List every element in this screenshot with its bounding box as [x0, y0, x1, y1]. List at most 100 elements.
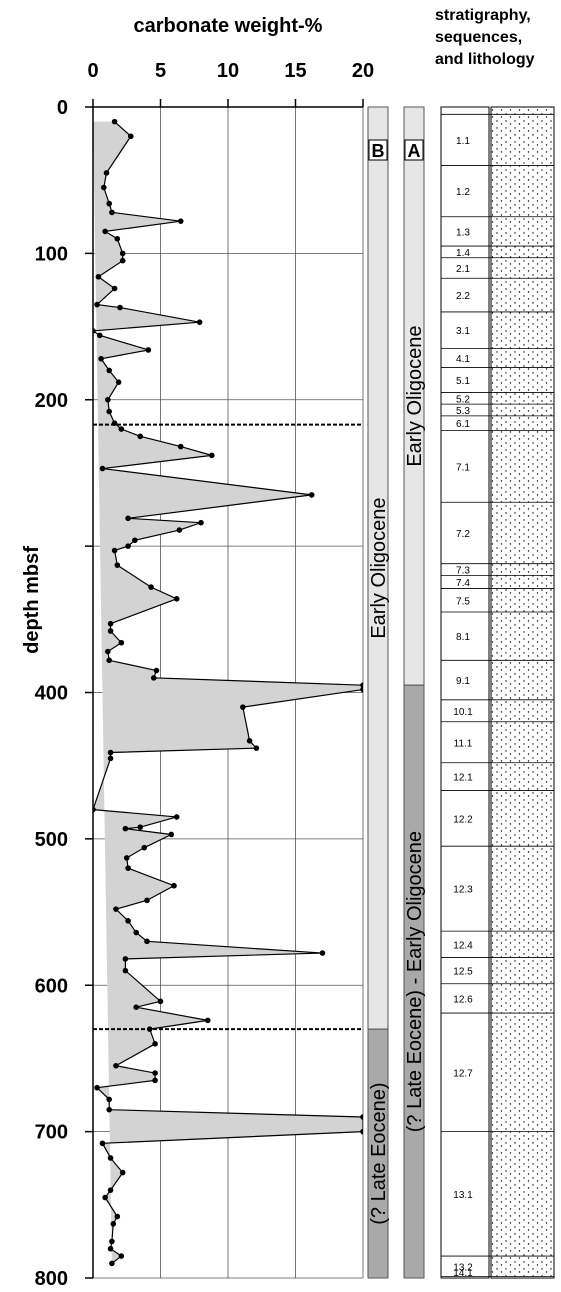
data-point — [104, 170, 110, 176]
y-tick-label: 200 — [35, 390, 68, 412]
data-point — [119, 426, 125, 432]
data-point — [108, 1187, 114, 1193]
data-point — [112, 286, 118, 292]
data-point — [152, 1078, 158, 1084]
data-point — [106, 1107, 112, 1113]
x-tick-label: 20 — [352, 60, 374, 82]
data-point — [94, 302, 100, 308]
sequence-label: 9.1 — [456, 676, 470, 687]
y-tick-label: 500 — [35, 829, 68, 851]
data-point — [132, 537, 138, 543]
data-point — [123, 956, 129, 962]
data-point — [360, 1114, 366, 1120]
sequence-label: 12.3 — [453, 885, 473, 896]
data-point — [177, 527, 183, 533]
chart-title: carbonate weight-% — [134, 15, 323, 37]
y-tick-label: 100 — [35, 243, 68, 265]
data-point — [320, 950, 326, 956]
y-tick-label: 0 — [57, 97, 68, 119]
sequence-label: 2.1 — [456, 264, 470, 275]
sequence-label: 10.1 — [453, 707, 473, 718]
data-point — [109, 210, 115, 216]
data-point — [108, 1155, 114, 1161]
sequence-label: 12.7 — [453, 1068, 473, 1079]
sequence-label: 2.2 — [456, 291, 470, 302]
data-point — [117, 305, 123, 311]
sequence-label: 12.6 — [453, 994, 473, 1005]
data-point — [142, 845, 148, 851]
data-point — [100, 1141, 106, 1147]
data-point — [174, 814, 180, 820]
data-point — [119, 640, 125, 646]
data-point — [115, 236, 121, 242]
data-point — [158, 999, 164, 1005]
y-tick-label: 400 — [35, 683, 68, 705]
data-point — [100, 466, 106, 472]
sequence-column — [441, 107, 489, 1278]
data-point — [115, 1214, 121, 1220]
data-point — [106, 657, 112, 663]
data-point — [148, 584, 154, 590]
data-point — [125, 543, 131, 549]
sequence-label: 7.5 — [456, 596, 470, 607]
data-point — [102, 1195, 108, 1201]
y-tick-label: 700 — [35, 1122, 68, 1144]
data-point — [109, 1239, 115, 1245]
data-point — [178, 218, 184, 224]
sequence-label: 7.2 — [456, 529, 470, 540]
data-point — [110, 1221, 116, 1227]
data-point — [115, 562, 121, 568]
sequence-label: 12.5 — [453, 967, 473, 978]
data-point — [240, 704, 246, 710]
data-point — [97, 333, 103, 339]
data-point — [112, 0, 118, 3]
data-point — [108, 1246, 114, 1252]
sequence-label: 13.1 — [453, 1190, 473, 1201]
data-point — [205, 1018, 211, 1024]
data-point — [116, 379, 122, 385]
sequence-label: 3.1 — [456, 326, 470, 337]
sequence-label: 1.4 — [456, 248, 470, 259]
sequence-label: 4.1 — [456, 354, 470, 365]
column-label: Early Oligocene — [404, 325, 426, 466]
column-letter: A — [408, 141, 421, 161]
data-point — [220, 0, 226, 3]
data-point — [247, 738, 253, 744]
sequence-label: 7.3 — [456, 566, 470, 577]
data-point — [124, 855, 130, 861]
data-point — [125, 516, 131, 522]
data-point — [109, 1261, 115, 1267]
sequence-label: 11.1 — [454, 738, 473, 749]
sequence-label: 1.1 — [456, 136, 470, 147]
data-point — [146, 347, 152, 353]
sequence-label: 7.4 — [456, 578, 470, 589]
data-point — [102, 229, 108, 235]
data-point — [105, 397, 111, 403]
data-point — [137, 434, 143, 440]
data-point — [151, 675, 157, 681]
data-point — [144, 939, 150, 945]
data-point — [106, 368, 112, 374]
data-point — [123, 968, 129, 974]
data-point — [128, 133, 134, 139]
data-point — [133, 930, 139, 936]
sequence-label: 1.2 — [456, 187, 470, 198]
data-point — [169, 832, 175, 838]
column-label: (? Late Eocene) - Early Oligocene — [404, 831, 426, 1132]
sequence-label: 8.1 — [456, 632, 470, 643]
sequence-label: 6.1 — [456, 419, 470, 430]
data-point — [137, 824, 143, 830]
data-point — [120, 251, 126, 257]
data-point — [171, 883, 177, 889]
sequence-label: 5.2 — [456, 394, 470, 405]
data-point — [133, 1004, 139, 1010]
data-point — [113, 906, 119, 912]
data-point — [94, 1085, 100, 1091]
sequence-label: 7.1 — [456, 462, 470, 473]
data-point — [106, 201, 112, 207]
data-point — [125, 918, 131, 924]
data-point — [309, 492, 315, 498]
data-point — [108, 621, 114, 627]
data-point — [209, 453, 215, 459]
strat-title: stratigraphy, — [435, 7, 531, 24]
